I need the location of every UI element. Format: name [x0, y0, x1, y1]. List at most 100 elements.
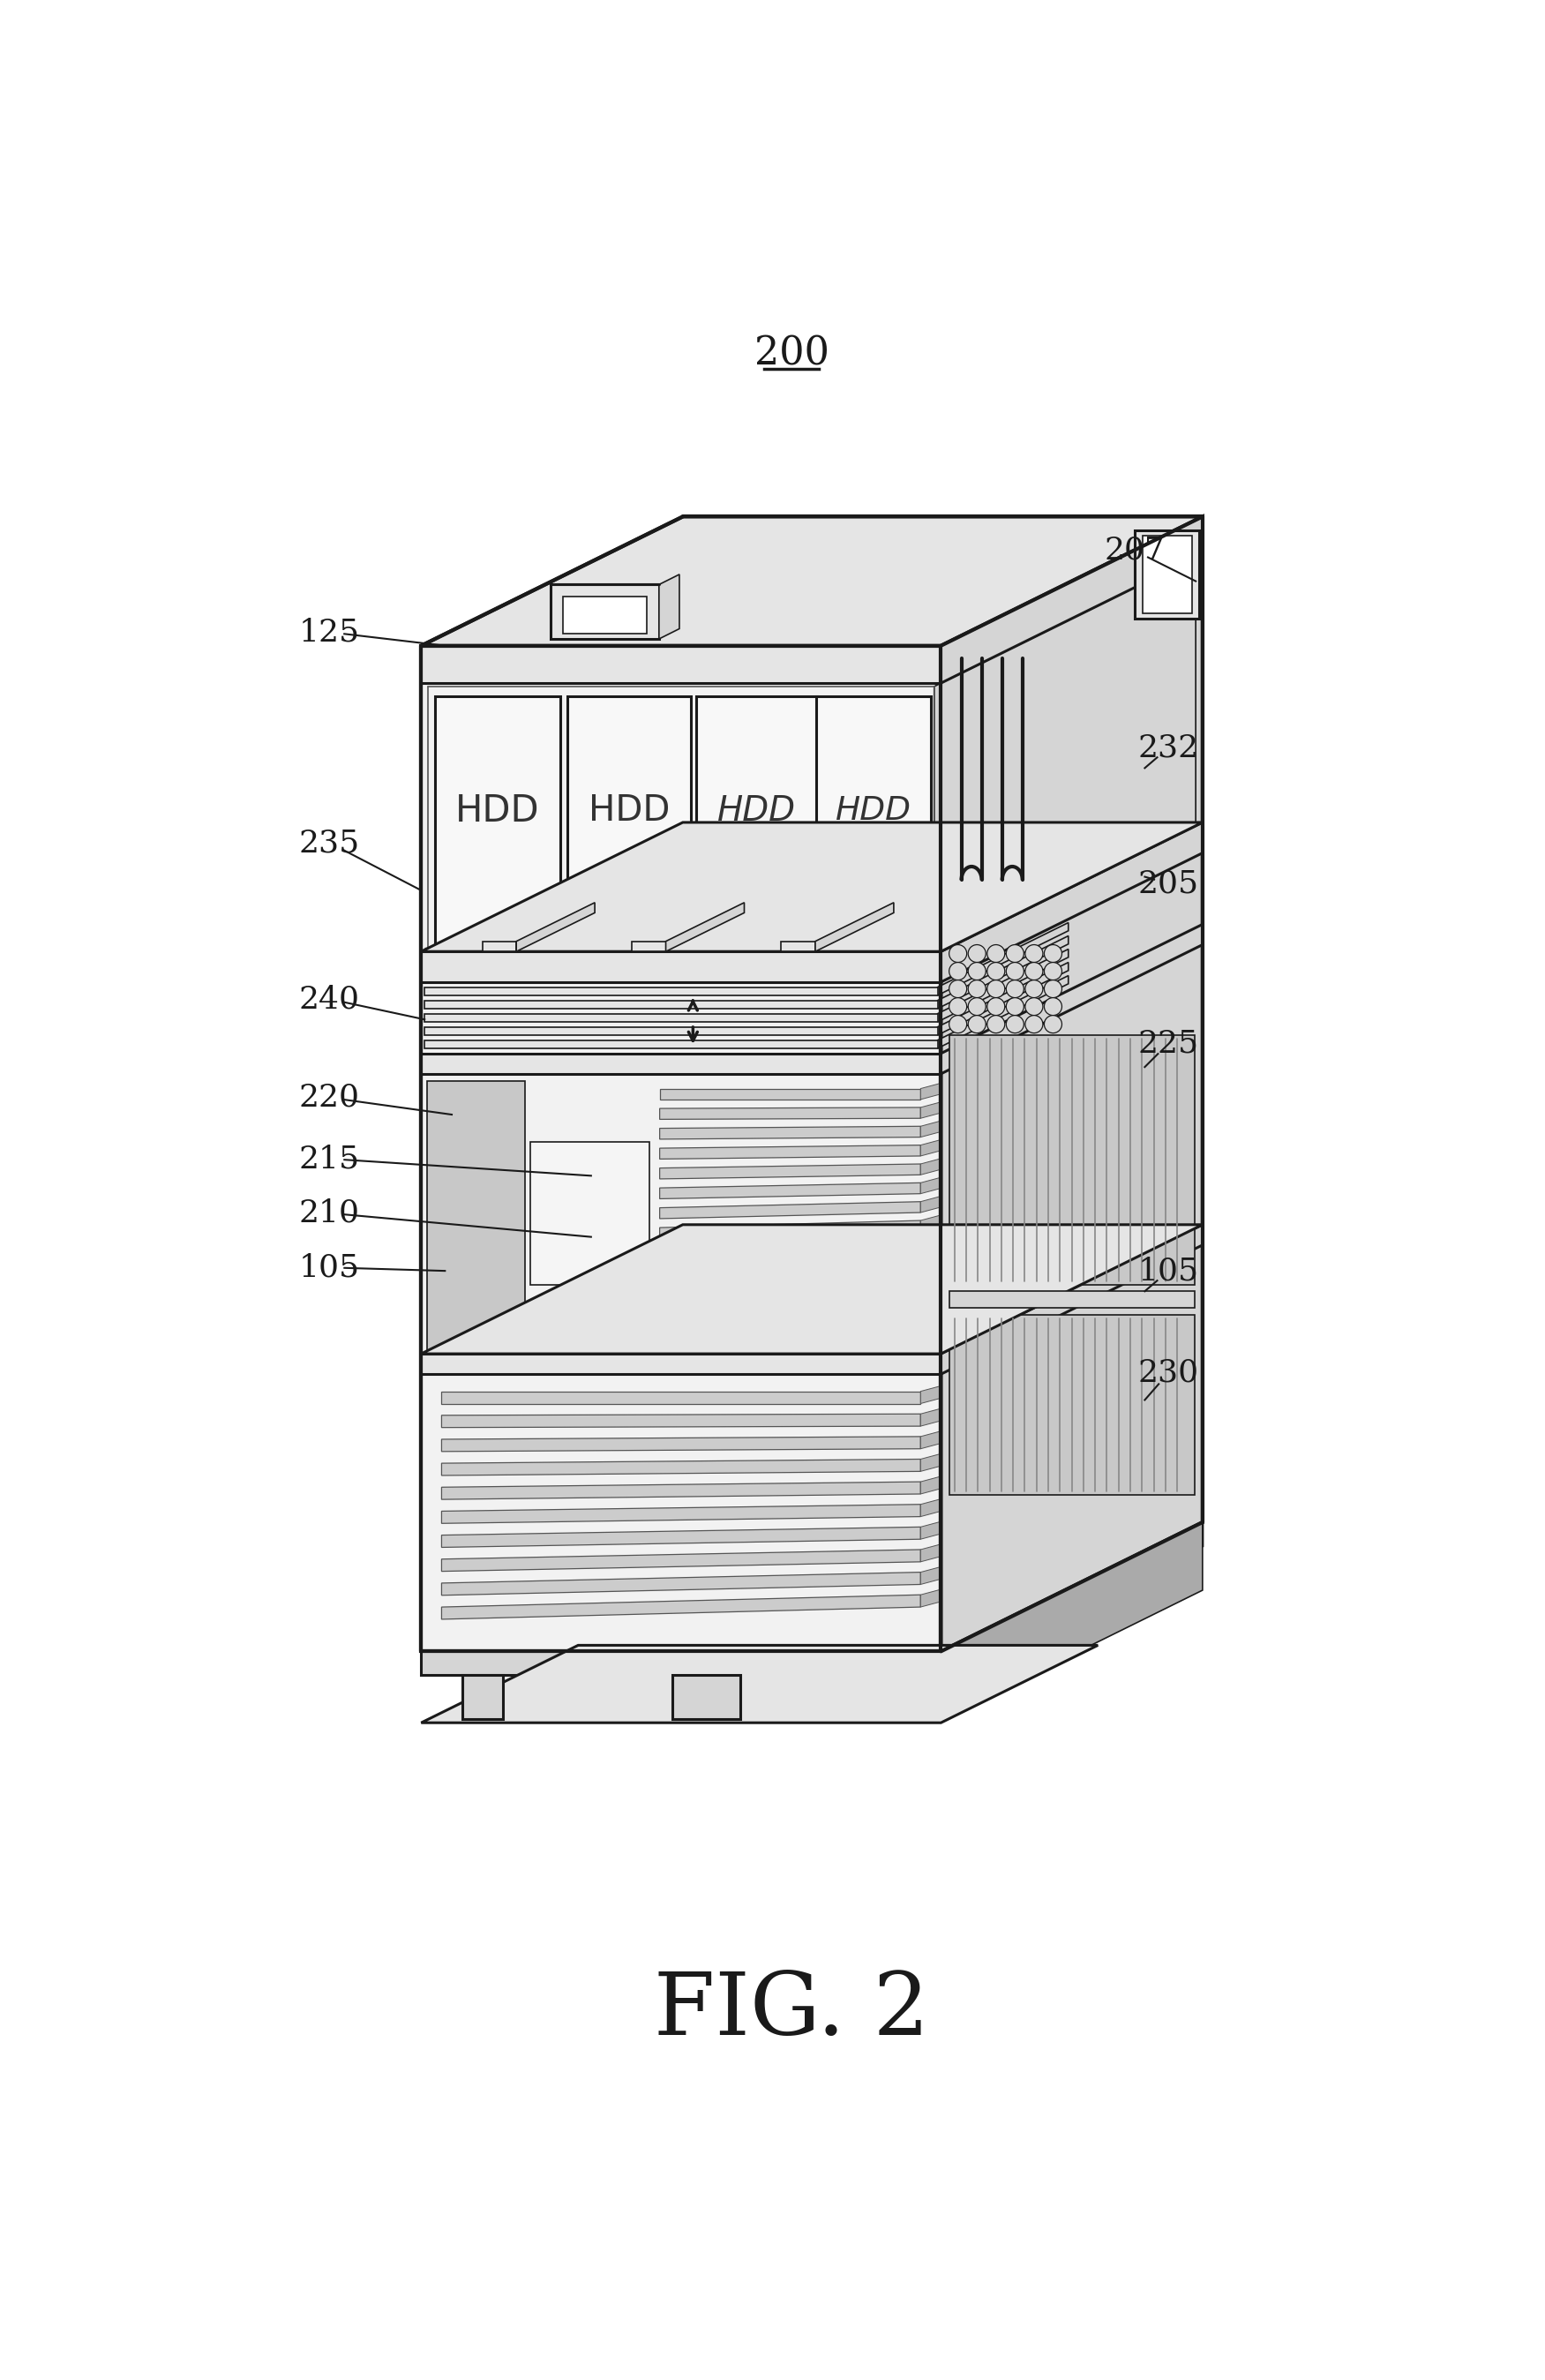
Polygon shape: [425, 1026, 938, 1035]
Polygon shape: [660, 1295, 921, 1319]
Polygon shape: [422, 1226, 1202, 1354]
Polygon shape: [425, 1040, 938, 1047]
Text: 215: 215: [300, 1145, 360, 1173]
Polygon shape: [442, 1573, 921, 1595]
Circle shape: [987, 1016, 1004, 1033]
Polygon shape: [938, 950, 1068, 1021]
Polygon shape: [660, 1202, 921, 1219]
Circle shape: [1026, 1016, 1043, 1033]
Circle shape: [987, 981, 1004, 997]
Circle shape: [1006, 997, 1024, 1016]
Polygon shape: [782, 942, 816, 952]
Polygon shape: [422, 645, 941, 683]
Polygon shape: [442, 1438, 921, 1452]
Polygon shape: [562, 595, 647, 633]
Polygon shape: [941, 1523, 1202, 1718]
Text: HDD: HDD: [456, 793, 539, 831]
Polygon shape: [422, 516, 1202, 645]
Polygon shape: [567, 697, 691, 952]
Polygon shape: [425, 1014, 938, 1021]
Polygon shape: [938, 976, 1068, 1047]
Circle shape: [949, 1016, 967, 1033]
Polygon shape: [660, 1221, 921, 1238]
Polygon shape: [462, 1676, 502, 1718]
Polygon shape: [941, 1226, 1202, 1373]
Circle shape: [987, 945, 1004, 962]
Polygon shape: [660, 1259, 921, 1278]
Polygon shape: [697, 697, 817, 952]
Circle shape: [1026, 962, 1043, 981]
Polygon shape: [949, 1316, 1194, 1495]
Polygon shape: [550, 585, 660, 638]
Polygon shape: [660, 574, 680, 638]
Polygon shape: [660, 1183, 921, 1200]
Polygon shape: [921, 1566, 941, 1585]
Polygon shape: [921, 1545, 941, 1561]
Circle shape: [1006, 962, 1024, 981]
Polygon shape: [921, 1083, 941, 1100]
Polygon shape: [660, 1126, 921, 1140]
Polygon shape: [422, 1652, 941, 1676]
Polygon shape: [1134, 531, 1199, 619]
Text: 200: 200: [754, 336, 830, 374]
Polygon shape: [921, 1121, 941, 1138]
Polygon shape: [660, 1278, 921, 1297]
Polygon shape: [660, 1240, 921, 1259]
Polygon shape: [921, 1178, 941, 1195]
Polygon shape: [425, 1000, 938, 1009]
Text: 230: 230: [1139, 1359, 1199, 1388]
Polygon shape: [921, 1252, 941, 1269]
Polygon shape: [921, 1290, 941, 1307]
Text: 207: 207: [1105, 536, 1165, 566]
Circle shape: [949, 981, 967, 997]
Polygon shape: [816, 902, 893, 952]
Polygon shape: [921, 1102, 941, 1119]
Polygon shape: [921, 1499, 941, 1516]
Polygon shape: [921, 1590, 941, 1606]
Polygon shape: [660, 1145, 921, 1159]
Polygon shape: [442, 1392, 921, 1404]
Polygon shape: [660, 1088, 921, 1100]
Polygon shape: [422, 645, 941, 1652]
Text: HDD: HDD: [836, 795, 912, 828]
Text: 232: 232: [1139, 733, 1199, 762]
Polygon shape: [921, 1233, 941, 1250]
Polygon shape: [660, 1333, 921, 1357]
Polygon shape: [442, 1504, 921, 1523]
Polygon shape: [921, 1328, 941, 1345]
Polygon shape: [422, 952, 941, 983]
Circle shape: [1026, 981, 1043, 997]
Text: FIG. 2: FIG. 2: [654, 1968, 929, 2054]
Polygon shape: [666, 902, 745, 952]
Circle shape: [1026, 945, 1043, 962]
Circle shape: [1006, 1016, 1024, 1033]
Polygon shape: [422, 823, 1202, 952]
Text: 220: 220: [300, 1083, 360, 1111]
Polygon shape: [921, 1454, 941, 1471]
Polygon shape: [672, 1676, 740, 1718]
Polygon shape: [938, 923, 1068, 995]
Polygon shape: [442, 1483, 921, 1499]
Circle shape: [949, 945, 967, 962]
Text: 210: 210: [300, 1197, 360, 1228]
Polygon shape: [422, 1645, 1098, 1723]
Polygon shape: [921, 1476, 941, 1495]
Polygon shape: [938, 962, 1068, 1035]
Polygon shape: [921, 1409, 941, 1426]
Text: HDD: HDD: [589, 793, 671, 828]
Text: 235: 235: [298, 828, 360, 857]
Polygon shape: [941, 516, 1202, 683]
Circle shape: [949, 962, 967, 981]
Circle shape: [1044, 945, 1061, 962]
Polygon shape: [949, 1292, 1194, 1309]
Text: 205: 205: [1139, 869, 1199, 900]
Text: HDD: HDD: [717, 795, 796, 828]
Polygon shape: [442, 1595, 921, 1618]
Circle shape: [1026, 997, 1043, 1016]
Polygon shape: [938, 935, 1068, 1009]
Circle shape: [969, 962, 986, 981]
Polygon shape: [921, 1140, 941, 1157]
Text: 105: 105: [300, 1252, 360, 1283]
Polygon shape: [941, 516, 1202, 1652]
Circle shape: [1044, 981, 1061, 997]
